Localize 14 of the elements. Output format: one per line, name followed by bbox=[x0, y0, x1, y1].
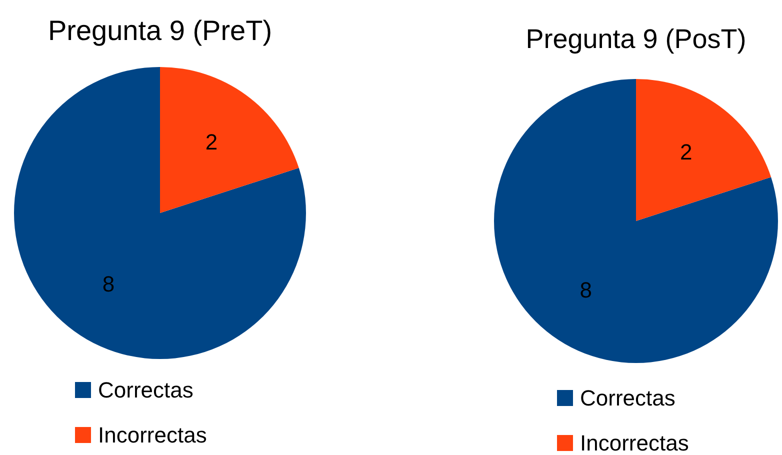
data-label: 2 bbox=[680, 140, 692, 165]
pie-slice bbox=[160, 67, 299, 213]
pie-slice bbox=[494, 79, 778, 363]
data-label: 2 bbox=[205, 130, 218, 155]
chart-title: Pregunta 9 (PreT) bbox=[48, 15, 272, 46]
data-label: 8 bbox=[102, 271, 115, 296]
legend-label: Correctas bbox=[98, 378, 194, 402]
chart-title: Pregunta 9 (PosT) bbox=[526, 24, 746, 54]
data-label: 8 bbox=[580, 277, 592, 302]
pie-slice bbox=[14, 67, 306, 359]
legend-label: Correctas bbox=[580, 386, 676, 410]
legend-label: Incorrectas bbox=[98, 422, 207, 448]
legend-label: Incorrectas bbox=[580, 430, 689, 455]
pie-slice bbox=[636, 79, 772, 221]
